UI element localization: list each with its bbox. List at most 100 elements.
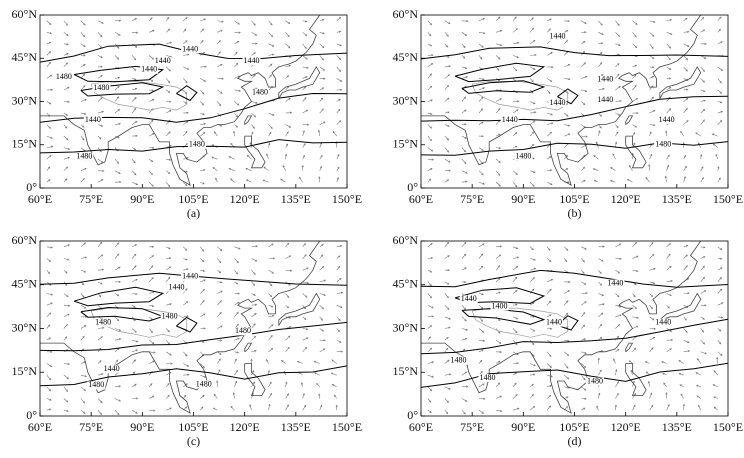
wind-vector [632,74,637,79]
wind-head [304,346,308,350]
wind-head [548,248,551,251]
wind-vector [564,312,568,318]
wind-vector [683,339,690,343]
wind-vector [444,348,448,353]
wind-head [167,16,170,20]
wind-vector [649,96,654,102]
wind-head [633,347,637,350]
wind-vector [529,394,534,399]
wind-vector [336,292,343,294]
wind-vector [649,347,654,353]
wind-head [683,175,686,179]
wind-vector [336,109,341,114]
wind-head [532,277,535,280]
wind-head [230,142,233,146]
wind-vector [114,55,119,60]
wind-head [531,91,534,94]
wind-vector [444,147,449,153]
wind-head [270,284,273,287]
wind-vector [183,315,189,318]
x-tick-label: 135°E [662,420,692,434]
wind-vector [512,328,518,333]
wind-vector [529,246,534,250]
wind-head [83,54,86,57]
wind-vector [632,43,637,48]
wind-head [463,96,466,99]
wind-head [153,409,156,412]
wind-head [636,269,639,273]
wind-head [702,80,705,83]
plateau-outline [471,80,569,111]
wind-vector [263,166,269,171]
coastline [244,115,253,125]
wind-head [684,165,687,169]
wind-vector [251,293,256,296]
wind-head [153,351,156,354]
wind-head [321,58,324,61]
wind-head [653,20,656,23]
wind-head [634,392,637,396]
wind-head [616,131,619,134]
contour-label: 1440 [549,98,565,107]
wind-vector [564,290,570,294]
coastline [244,342,253,353]
contour-label-bg [160,312,179,321]
wind-head [498,57,501,60]
wind-vector [546,28,551,33]
contour-label: 1480 [93,83,109,92]
wind-head [267,369,270,373]
wind-vector [97,373,104,376]
wind-head [531,247,534,251]
wind-vector [683,43,689,47]
wind-vector [478,349,484,353]
wind-vector [581,301,587,306]
wind-vector [495,395,502,399]
wind-vector [46,398,52,401]
wind-vector [700,316,705,320]
wind-vector [97,124,103,127]
wind-head [702,108,706,112]
wind-head [321,329,325,332]
x-tick-label: 135°E [281,192,311,206]
wind-vector [598,269,602,274]
wind-head [651,46,654,49]
contour-label-bg [596,75,615,84]
contour-line [557,315,579,331]
wind-vector [495,98,502,102]
wind-head [83,270,87,273]
wind-head [670,279,673,283]
coastline [625,363,647,397]
wind-vector [610,180,616,183]
wind-head [84,375,88,378]
wind-head [202,113,205,116]
wind-vector [166,372,171,376]
wind-vector [478,383,485,388]
wind-vector [285,347,290,353]
wind-head [65,166,69,169]
wind-head [548,300,552,303]
wind-vector [302,20,307,22]
wind-head [234,358,237,361]
wind-head [695,384,699,387]
wind-vector [336,43,342,47]
wind-head [303,143,306,146]
wind-head [648,164,651,167]
wind-vector [564,246,569,251]
wind-vector [148,316,153,320]
wind-head [583,338,587,341]
wind-head [169,109,172,112]
wind-head [285,381,288,384]
wind-vector [234,358,237,364]
wind-head [83,411,86,414]
wind-vector [495,16,501,21]
wind-vector [683,166,687,171]
wind-head [634,306,637,309]
wind-head [616,381,619,384]
wind-head [719,101,723,104]
wind-head [583,378,586,381]
wind-head [695,132,698,135]
wind-vector [581,101,586,105]
wind-head [314,372,317,375]
contour-label-bg [83,115,102,124]
